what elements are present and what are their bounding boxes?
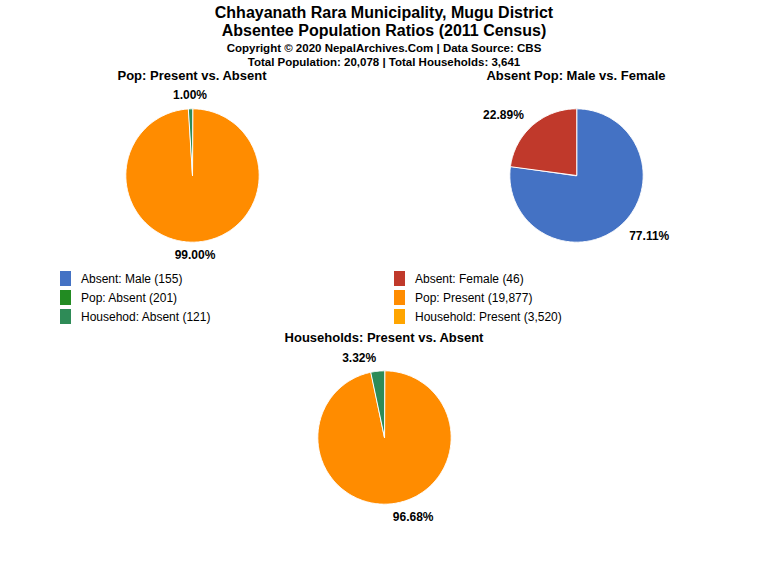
svg-text:1.00%: 1.00% [173,88,207,102]
html-text:Absent: Male (155): Absent: Male (155) [81,271,183,286]
svg-text:77.11%: 77.11% [629,229,669,243]
svg-text:3.32%: 3.32% [342,351,376,365]
html-text:Pop: Present (19,877): Pop: Present (19,877) [415,290,533,305]
svg-text:99.00%: 99.00% [175,248,216,262]
html-text:Households: Present vs. Absent: Households: Present vs. Absent [284,330,484,345]
html-text:Absentee Population Ratios (20: Absentee Population Ratios (2011 Census) [221,22,547,39]
html-text:Total Population: 20,078 | Tot: Total Population: 20,078 | Total Househo… [247,56,521,68]
html-text:Pop: Present vs. Absent: Pop: Present vs. Absent [117,68,267,83]
svg-text:22.89%: 22.89% [483,108,524,122]
html-text:Absent: Female (46): Absent: Female (46) [415,271,524,286]
html-text:Copyright © 2020 NepalArchives: Copyright © 2020 NepalArchives.Com | Dat… [226,42,542,54]
html-text:Househod: Absent (121): Househod: Absent (121) [81,309,211,324]
html-text:Chhayanath Rara Municipality,: Chhayanath Rara Municipality, Mugu Distr… [214,4,554,21]
svg-text:96.68%: 96.68% [393,510,434,524]
html-text:Absent Pop: Male vs. Female: Absent Pop: Male vs. Female [486,68,666,83]
html-text:Pop: Absent (201): Pop: Absent (201) [81,290,178,305]
html-text:Household: Present (3,520): Household: Present (3,520) [415,309,562,324]
